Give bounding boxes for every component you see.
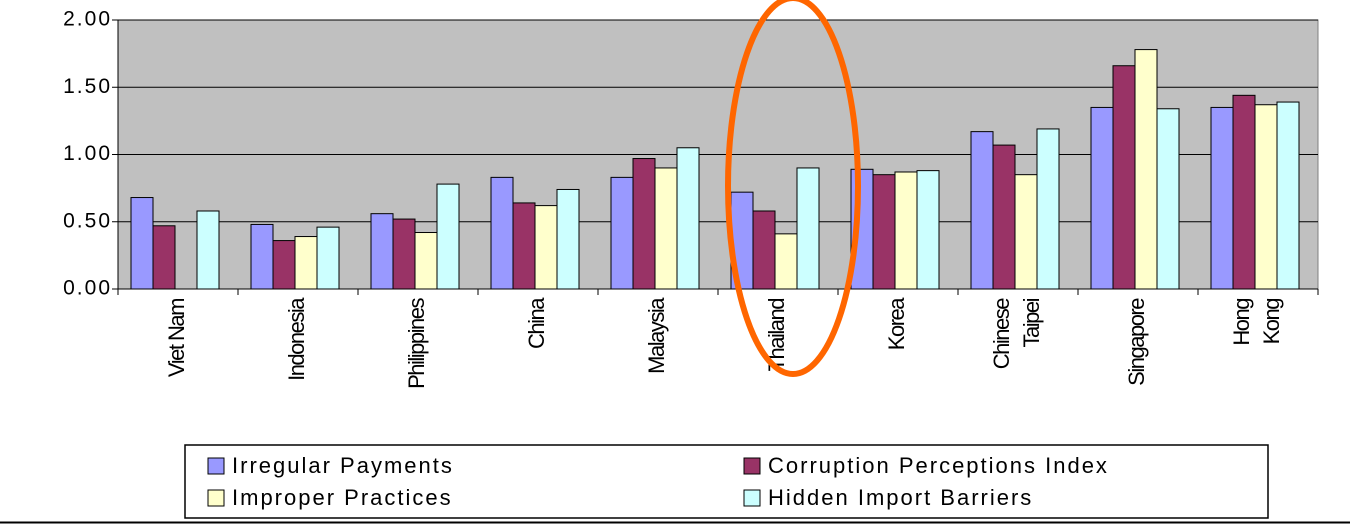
- bar: [370, 213, 394, 290]
- x-tick-label: Viet Nam: [164, 299, 189, 377]
- bar: [1254, 104, 1278, 290]
- bar: [872, 174, 896, 290]
- y-tick-label: 1.50: [63, 75, 112, 98]
- x-tick-label: Singapore: [1124, 298, 1149, 386]
- legend-label: Improper Practices: [232, 485, 453, 510]
- legend-swatch: [207, 457, 225, 475]
- bar: [1156, 108, 1180, 290]
- bar: [152, 225, 176, 290]
- y-tick-label: 1.00: [63, 142, 112, 165]
- legend-label: Corruption Perceptions Index: [768, 453, 1109, 478]
- y-tick-label: 0.50: [63, 209, 112, 232]
- highlight-ellipse: [725, 0, 861, 377]
- bar: [130, 197, 154, 290]
- bar: [294, 236, 318, 290]
- bar: [676, 147, 700, 290]
- bar: [632, 158, 656, 290]
- bar: [970, 131, 994, 290]
- x-tick-label: Indonesia: [284, 297, 309, 381]
- bar: [512, 202, 536, 290]
- bar: [654, 167, 678, 290]
- bar: [1210, 106, 1234, 290]
- bar: [436, 183, 460, 290]
- y-tick-label: 0.00: [63, 277, 112, 300]
- bar: [992, 144, 1016, 290]
- bar: [1134, 49, 1158, 290]
- x-tick-label: Korea: [884, 297, 909, 350]
- bar: [774, 233, 798, 290]
- bar: [1232, 94, 1256, 290]
- bar: [796, 167, 820, 290]
- x-tick-label: Taipei: [1019, 298, 1044, 347]
- bar: [916, 170, 940, 290]
- legend-swatch: [207, 489, 225, 507]
- bar: [250, 223, 274, 290]
- bar: [610, 176, 634, 290]
- plot: 0.00 0.50 1.00 1.50 2.00 Viet Nam Indonesia Phi…: [63, 8, 1319, 389]
- bar: [894, 171, 918, 290]
- x-tick-label: Philippines: [404, 298, 429, 389]
- bar: [1036, 128, 1060, 290]
- x-tick-label: Hong: [1229, 299, 1254, 346]
- bar: [1112, 65, 1136, 290]
- legend-label: Hidden Import Barriers: [768, 485, 1033, 510]
- bar: [196, 210, 220, 290]
- x-tick-label: Malaysia: [644, 297, 669, 374]
- bar: [534, 205, 558, 290]
- y-tick-label: 2.00: [63, 8, 112, 31]
- bar: [1014, 174, 1038, 290]
- bar: [556, 188, 580, 290]
- x-tick-label: China: [524, 297, 549, 349]
- bar: [316, 226, 340, 290]
- legend-swatch: [743, 457, 761, 475]
- bar: [414, 232, 438, 290]
- legend-box: [184, 444, 1269, 519]
- bar: [1276, 101, 1300, 290]
- legend-label: Irregular Payments: [232, 453, 454, 478]
- bar: [392, 218, 416, 290]
- bar: [1090, 106, 1114, 290]
- legend-swatch: [743, 489, 761, 507]
- bar: [272, 240, 296, 290]
- bar: [490, 176, 514, 290]
- x-tick-label: Kong: [1259, 299, 1284, 345]
- bar: [752, 210, 776, 290]
- x-tick-label: Chinese: [989, 298, 1014, 369]
